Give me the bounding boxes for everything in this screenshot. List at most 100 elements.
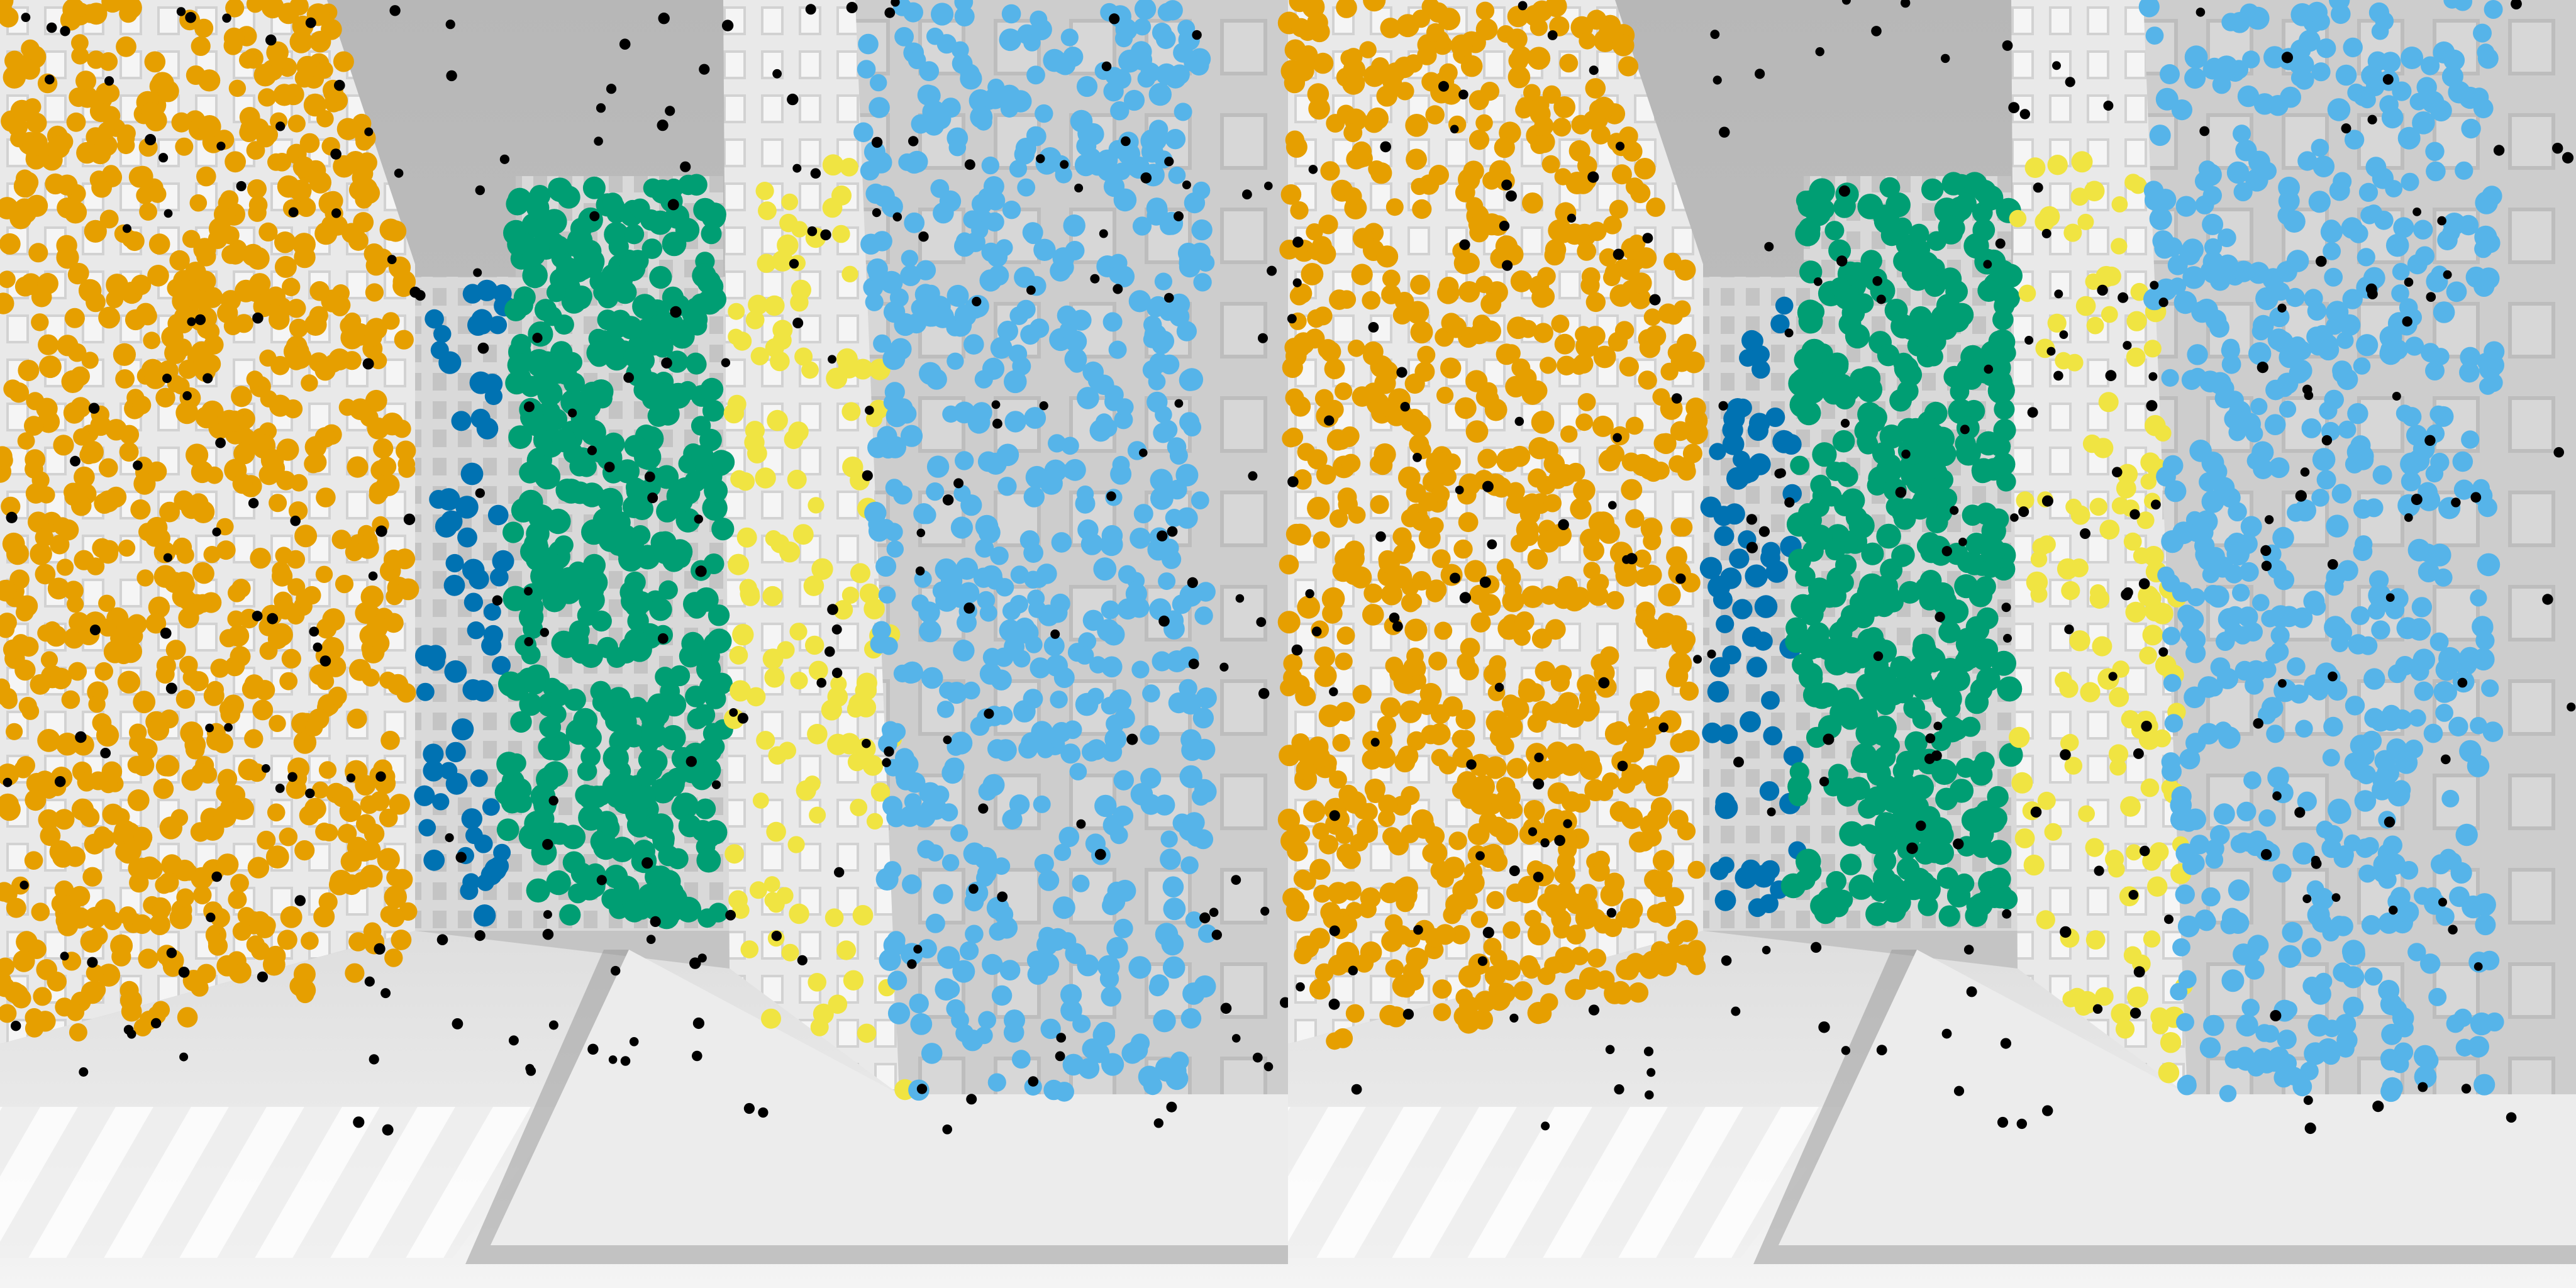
point-left-building xyxy=(1480,82,1500,101)
point-outlier-points xyxy=(1026,286,1036,295)
point-left-building xyxy=(328,686,347,706)
point-right-front-building xyxy=(2446,281,2467,303)
point-left-building xyxy=(1455,709,1476,730)
point-center-building xyxy=(1946,719,1968,740)
point-right-front-building xyxy=(1114,30,1133,48)
point-outlier-points xyxy=(194,314,206,325)
point-right-front-building xyxy=(1185,911,1203,929)
point-left-building xyxy=(1412,199,1432,219)
point-back-left-building xyxy=(462,284,483,304)
point-right-front-building xyxy=(2369,570,2389,590)
point-outlier-points xyxy=(1211,930,1223,940)
point-left-building xyxy=(1515,880,1538,904)
point-right-front-building xyxy=(964,892,984,912)
point-right-front-building xyxy=(2212,75,2231,94)
point-right-front-building xyxy=(1030,318,1050,338)
point-left-building xyxy=(1339,915,1358,934)
point-left-building xyxy=(1650,797,1672,818)
point-outlier-points xyxy=(828,355,836,364)
point-right-side-building xyxy=(761,1008,781,1029)
point-right-front-building xyxy=(954,304,977,326)
point-right-side-building xyxy=(2082,434,2102,453)
point-right-front-building xyxy=(2396,617,2419,640)
point-outlier-points xyxy=(1099,229,1108,238)
point-left-building xyxy=(1464,560,1487,582)
point-right-front-building xyxy=(2468,952,2490,973)
point-right-side-building xyxy=(762,648,784,669)
point-center-building xyxy=(1833,889,1853,910)
point-center-building xyxy=(671,796,696,821)
point-right-front-building xyxy=(1033,238,1056,261)
point-left-building xyxy=(352,168,372,187)
point-right-front-building xyxy=(1126,1039,1148,1061)
point-left-building xyxy=(1289,0,1311,13)
point-outlier-points xyxy=(346,773,356,783)
point-outlier-points xyxy=(1252,1052,1263,1063)
point-left-building xyxy=(299,805,319,826)
point-outlier-points xyxy=(2281,52,2293,64)
point-center-building xyxy=(1875,812,1898,835)
point-outlier-points xyxy=(658,13,670,25)
point-right-front-building xyxy=(879,948,901,971)
point-center-building xyxy=(542,761,569,787)
point-outlier-points xyxy=(1494,682,1504,692)
point-center-building xyxy=(526,878,550,903)
point-left-building xyxy=(1530,135,1550,154)
point-left-building xyxy=(98,618,117,637)
point-outlier-points xyxy=(1158,615,1170,627)
point-outlier-points xyxy=(1055,1051,1065,1062)
point-outlier-points xyxy=(1028,1076,1039,1087)
point-left-building xyxy=(333,51,354,72)
point-outlier-points xyxy=(2270,1010,2282,1021)
point-right-front-building xyxy=(2264,414,2286,435)
point-right-front-building xyxy=(2343,996,2364,1018)
point-right-side-building xyxy=(764,892,781,909)
point-center-building xyxy=(1872,715,1897,740)
point-center-building xyxy=(695,798,716,819)
point-left-building xyxy=(1585,292,1606,313)
point-right-front-building xyxy=(1109,266,1127,284)
point-left-building xyxy=(1405,657,1426,677)
point-left-building xyxy=(213,733,233,753)
point-left-building xyxy=(1284,72,1306,94)
point-left-building xyxy=(1285,130,1305,150)
point-right-front-building xyxy=(1009,160,1028,178)
point-outlier-points xyxy=(446,70,457,82)
point-right-front-building xyxy=(2301,418,2322,438)
point-outlier-points xyxy=(689,957,701,969)
point-right-side-building xyxy=(2140,778,2160,797)
point-left-building xyxy=(1516,97,1535,115)
point-left-building xyxy=(50,667,72,690)
point-right-front-building xyxy=(886,540,904,558)
point-outlier-points xyxy=(1231,875,1241,885)
point-right-front-building xyxy=(2209,318,2229,338)
point-center-building xyxy=(1998,264,2023,288)
point-center-building xyxy=(1801,639,1822,660)
point-back-left-building xyxy=(1775,296,1794,315)
point-left-building xyxy=(165,640,186,660)
point-center-building xyxy=(1812,442,1837,467)
point-right-side-building xyxy=(745,310,765,330)
point-outlier-points xyxy=(2418,1082,2428,1092)
point-left-building xyxy=(1412,9,1430,28)
point-left-building xyxy=(25,789,47,811)
point-center-building xyxy=(679,645,702,668)
point-right-front-building xyxy=(2294,499,2316,522)
point-outlier-points xyxy=(969,884,979,894)
point-outlier-points xyxy=(540,628,549,637)
point-outlier-points xyxy=(203,373,213,384)
point-left-building xyxy=(33,987,52,1006)
point-outlier-points xyxy=(1280,997,1291,1008)
point-left-building xyxy=(172,537,192,557)
point-left-building xyxy=(74,550,94,570)
point-right-front-building xyxy=(2282,921,2303,943)
point-left-building xyxy=(316,487,336,508)
point-left-building xyxy=(254,680,275,701)
point-back-left-building xyxy=(443,574,465,596)
point-right-front-building xyxy=(1150,469,1173,492)
point-outlier-points xyxy=(452,1018,464,1030)
point-back-left-building xyxy=(425,309,444,329)
point-right-front-building xyxy=(936,701,955,718)
point-center-building xyxy=(1917,346,1938,368)
point-outlier-points xyxy=(1710,30,1720,39)
